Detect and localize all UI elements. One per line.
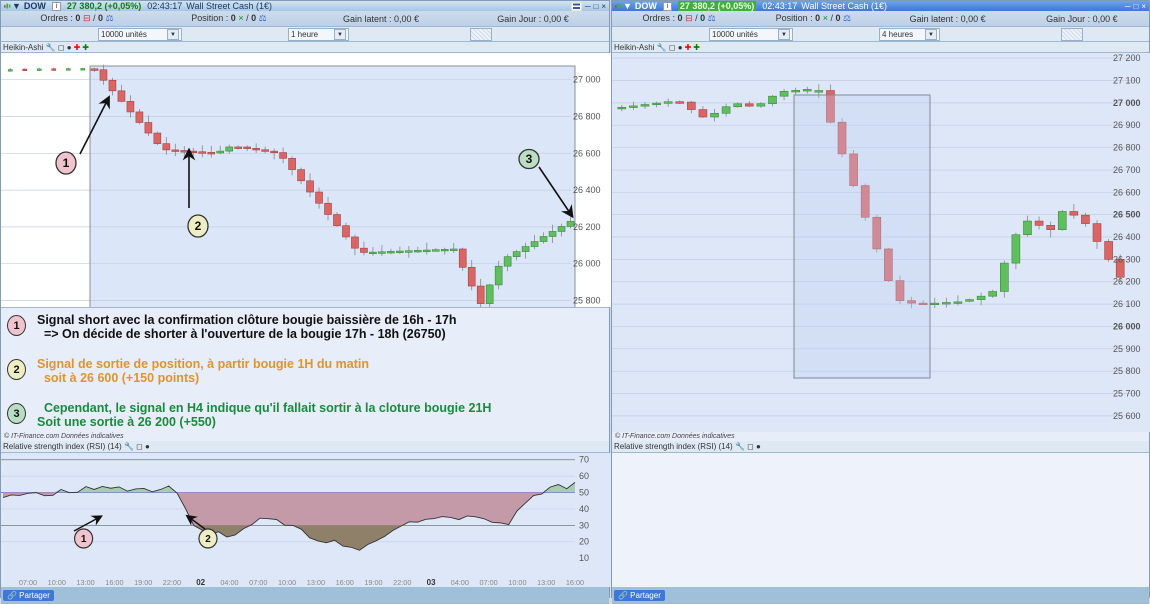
svg-text:26 500: 26 500 <box>1113 210 1141 220</box>
svg-text:25 700: 25 700 <box>1113 389 1141 399</box>
svg-text:13:00: 13:00 <box>76 578 94 587</box>
svg-text:04:00: 04:00 <box>451 578 469 587</box>
svg-text:30: 30 <box>579 520 589 530</box>
svg-text:22:00: 22:00 <box>393 578 411 587</box>
svg-text:10:00: 10:00 <box>278 578 296 587</box>
svg-text:26 200: 26 200 <box>573 222 601 232</box>
svg-text:2: 2 <box>195 219 202 233</box>
svg-text:26 100: 26 100 <box>1113 299 1141 309</box>
svg-text:16:00: 16:00 <box>566 578 584 587</box>
svg-text:60: 60 <box>579 471 589 481</box>
svg-text:25 800: 25 800 <box>1113 366 1141 376</box>
svg-text:04:00: 04:00 <box>220 578 238 587</box>
svg-text:07:00: 07:00 <box>19 578 37 587</box>
svg-text:26 900: 26 900 <box>1113 120 1141 130</box>
svg-text:26 400: 26 400 <box>1113 232 1141 242</box>
svg-text:07:00: 07:00 <box>479 578 497 587</box>
svg-text:03: 03 <box>427 578 436 587</box>
svg-text:25 800: 25 800 <box>573 296 601 306</box>
svg-text:16:00: 16:00 <box>336 578 354 587</box>
svg-text:50: 50 <box>579 488 589 498</box>
svg-text:27 200: 27 200 <box>1113 53 1141 63</box>
svg-text:26 800: 26 800 <box>573 112 601 122</box>
svg-text:13:00: 13:00 <box>307 578 325 587</box>
svg-text:70: 70 <box>579 455 589 465</box>
svg-text:10:00: 10:00 <box>508 578 526 587</box>
svg-text:26 300: 26 300 <box>1113 254 1141 264</box>
svg-text:27 100: 27 100 <box>1113 75 1141 85</box>
svg-text:19:00: 19:00 <box>364 578 382 587</box>
svg-text:25 900: 25 900 <box>1113 344 1141 354</box>
svg-text:3: 3 <box>526 152 533 166</box>
svg-text:1: 1 <box>81 534 87 545</box>
svg-text:26 600: 26 600 <box>573 148 601 158</box>
svg-text:27 000: 27 000 <box>1113 98 1141 108</box>
svg-text:27 000: 27 000 <box>573 75 601 85</box>
svg-text:07:00: 07:00 <box>249 578 267 587</box>
svg-text:19:00: 19:00 <box>134 578 152 587</box>
svg-text:13:00: 13:00 <box>537 578 555 587</box>
svg-text:26 800: 26 800 <box>1113 143 1141 153</box>
svg-text:26 700: 26 700 <box>1113 165 1141 175</box>
svg-text:10:00: 10:00 <box>48 578 66 587</box>
svg-text:26 000: 26 000 <box>573 259 601 269</box>
svg-text:26 200: 26 200 <box>1113 277 1141 287</box>
svg-text:26 000: 26 000 <box>1113 321 1141 331</box>
svg-text:40: 40 <box>579 504 589 514</box>
svg-text:02: 02 <box>196 578 205 587</box>
svg-text:22:00: 22:00 <box>163 578 181 587</box>
svg-text:1: 1 <box>63 156 70 170</box>
svg-text:25 600: 25 600 <box>1113 411 1141 421</box>
svg-text:16:00: 16:00 <box>105 578 123 587</box>
svg-text:26 600: 26 600 <box>1113 187 1141 197</box>
svg-text:2: 2 <box>205 534 211 545</box>
svg-text:26 400: 26 400 <box>573 185 601 195</box>
svg-text:20: 20 <box>579 537 589 547</box>
svg-text:10: 10 <box>579 553 589 563</box>
